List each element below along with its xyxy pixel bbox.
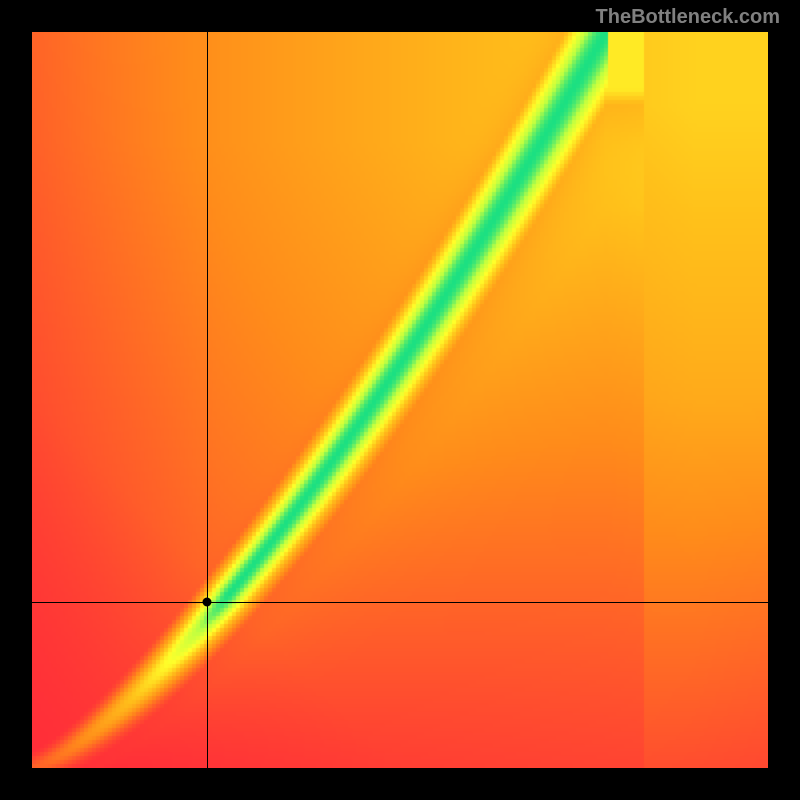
marker-dot	[203, 597, 212, 606]
crosshair-vertical	[207, 32, 208, 768]
heatmap-canvas	[32, 32, 768, 768]
plot-area	[32, 32, 768, 768]
crosshair-horizontal	[32, 602, 768, 603]
watermark-text: TheBottleneck.com	[596, 6, 780, 29]
